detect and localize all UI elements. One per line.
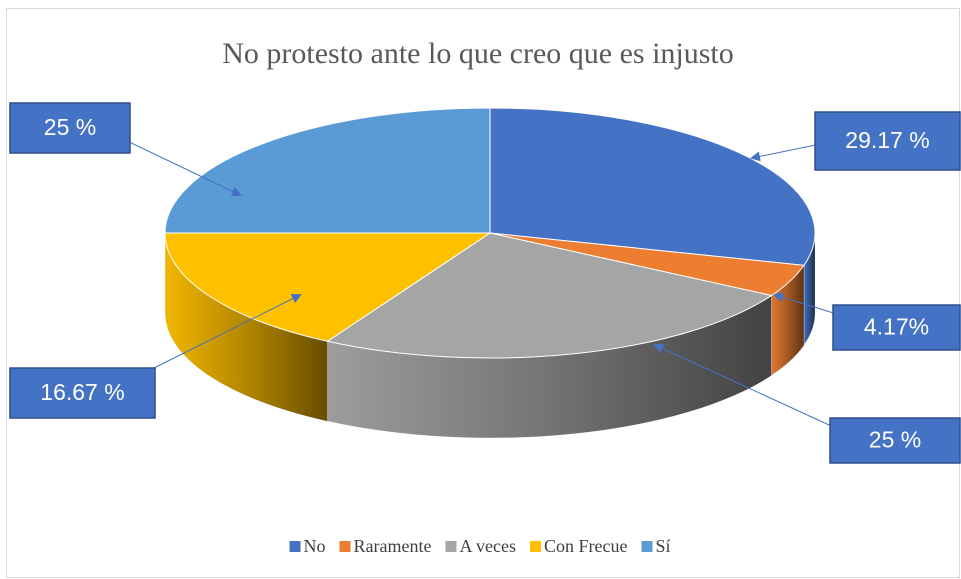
callouts: 29.17 % 4.17% 25 % 16.67 % 25 % xyxy=(9,102,961,464)
legend-swatch xyxy=(641,541,653,552)
callout-box xyxy=(832,304,961,351)
legend: No Raramente A veces Con Frecue Sí xyxy=(289,536,670,556)
slice-side-shade xyxy=(165,233,328,422)
pie xyxy=(164,107,816,439)
chart-title: No protesto ante lo que creo que es inju… xyxy=(222,37,734,70)
data-label: 25 % xyxy=(869,427,921,453)
callout-box xyxy=(814,111,961,171)
legend-swatch xyxy=(289,541,301,552)
callout-box xyxy=(9,102,131,154)
slice xyxy=(164,232,492,342)
callout-line xyxy=(653,343,841,431)
callout-line xyxy=(149,294,302,371)
callout-line xyxy=(773,292,841,316)
slice-side-shade xyxy=(327,295,772,438)
callout-box xyxy=(829,417,961,464)
slice xyxy=(164,107,491,234)
slice xyxy=(489,107,816,266)
data-label: 25 % xyxy=(44,114,96,140)
legend-swatch xyxy=(339,541,351,552)
legend-label: Raramente xyxy=(354,536,432,556)
legend-swatch xyxy=(445,541,457,552)
callout-box xyxy=(9,367,156,419)
legend-label: Con Frecue xyxy=(544,536,627,556)
legend-label: No xyxy=(304,536,326,556)
data-label: 16.67 % xyxy=(40,379,124,405)
data-label: 4.17% xyxy=(864,314,929,340)
legend-label: A veces xyxy=(459,536,515,556)
legend-swatch xyxy=(529,541,541,552)
callout-line xyxy=(124,139,242,197)
data-label: 29.17 % xyxy=(845,127,929,153)
slice xyxy=(326,232,773,359)
legend-label: Sí xyxy=(655,536,670,556)
